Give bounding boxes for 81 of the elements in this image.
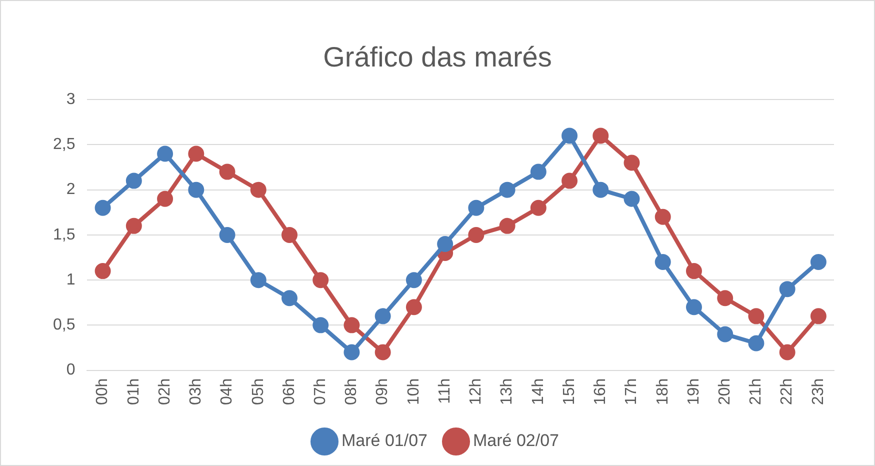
y-tick-label: 2: [66, 181, 76, 198]
point: [468, 226, 484, 243]
point: [530, 200, 546, 216]
point: [126, 172, 142, 189]
point: [592, 182, 609, 198]
point: [219, 226, 236, 243]
x-tick-label: 13h: [498, 378, 516, 406]
point: [406, 272, 422, 288]
point: [624, 190, 640, 207]
x-tick-label: 08h: [343, 378, 360, 406]
point: [94, 263, 111, 280]
point: [717, 326, 734, 342]
y-tick-label: 3: [66, 91, 76, 108]
x-tick-label: 12h: [468, 378, 485, 406]
point: [810, 308, 826, 324]
y-tick-label: 1,5: [52, 226, 76, 244]
point: [717, 290, 734, 306]
point: [624, 154, 640, 171]
x-tick-label: 00h: [94, 378, 112, 406]
point: [250, 182, 266, 198]
point: [437, 236, 454, 252]
x-tick-label: 07h: [312, 378, 330, 406]
x-tick-label: 16h: [592, 378, 610, 406]
point: [344, 317, 360, 334]
x-tick-label: 17h: [623, 378, 640, 406]
point: [126, 218, 142, 234]
point: [219, 164, 236, 180]
point: [406, 299, 422, 316]
x-tick-label: 11h: [436, 378, 454, 404]
x-tick-label: 09h: [374, 378, 392, 406]
point: [779, 344, 796, 360]
chart-title: Gráfico das marés: [323, 42, 552, 73]
point: [748, 335, 764, 352]
point: [779, 281, 796, 298]
point: [374, 308, 391, 324]
point: [250, 272, 266, 288]
legend-label: Maré 01/07: [342, 431, 428, 450]
point: [188, 182, 204, 198]
point: [157, 146, 174, 162]
x-tick-label: 15h: [560, 378, 578, 406]
x-tick-label: 02h: [156, 378, 174, 406]
point: [562, 172, 578, 189]
legend-label: Maré 02/07: [473, 431, 559, 450]
point: [312, 317, 329, 334]
point: [188, 146, 204, 162]
x-tick-label: 23h: [810, 378, 827, 406]
point: [686, 299, 702, 316]
x-tick-label: 21h: [748, 378, 765, 406]
x-tick-label: 19h: [685, 378, 702, 406]
point: [748, 308, 764, 324]
x-tick-label: 06h: [280, 378, 298, 406]
point: [499, 182, 516, 198]
point: [374, 344, 391, 360]
x-tick-label: 01h: [125, 378, 142, 406]
point: [654, 208, 671, 225]
point: [654, 254, 671, 270]
point: [281, 290, 298, 306]
x-tick-label: 20h: [716, 378, 734, 406]
y-tick-label: 0: [66, 362, 76, 379]
point: [94, 200, 111, 216]
point: [530, 164, 546, 180]
point: [592, 128, 609, 144]
x-tick-label: 10h: [405, 378, 422, 406]
point: [281, 226, 298, 243]
x-tick-label: 03h: [188, 378, 205, 406]
point: [686, 263, 702, 280]
x-tick-label: 14h: [530, 378, 547, 406]
point: [468, 200, 484, 216]
point: [312, 272, 329, 288]
point: [562, 128, 578, 144]
point: [499, 218, 516, 234]
x-tick-label: 18h: [654, 378, 672, 406]
x-tick-label: 05h: [250, 378, 267, 406]
point: [344, 344, 360, 360]
point: [810, 254, 826, 270]
y-tick-label: 1: [66, 271, 76, 288]
x-tick-label: 04h: [218, 378, 236, 406]
point: [157, 190, 174, 207]
x-tick-label: 22h: [778, 378, 796, 406]
y-tick-label: 2,5: [52, 136, 76, 154]
y-tick-label: 0,5: [52, 316, 76, 334]
